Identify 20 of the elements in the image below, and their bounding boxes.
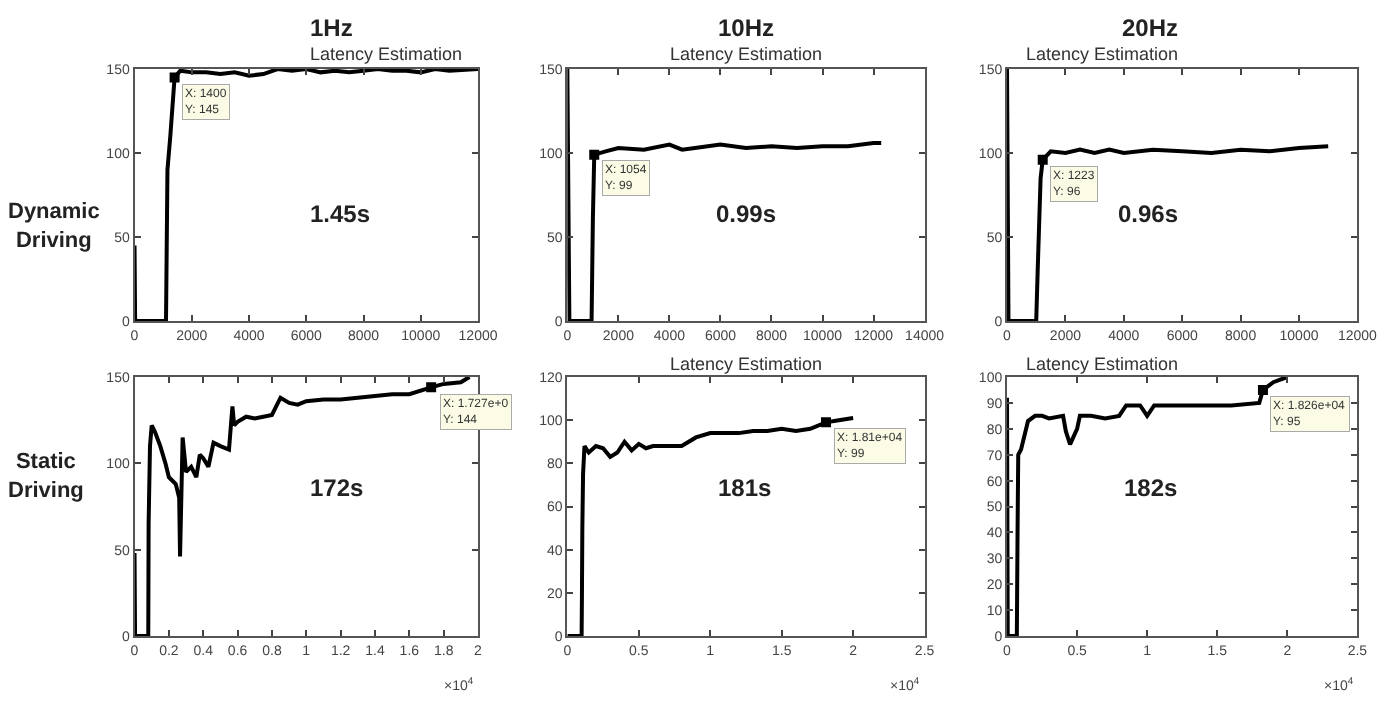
annotation: 172s: [310, 474, 365, 502]
chart-subtitle: 1Hz: [310, 14, 353, 42]
line-series: [567, 69, 884, 321]
chart-title: Latency Estimation: [310, 44, 463, 64]
chart-title: Latency Estimation: [670, 44, 823, 64]
annotation: 181s: [718, 474, 773, 502]
annotation: 0.96s: [1118, 200, 1179, 228]
chart-title: Latency Estimation: [1026, 44, 1179, 64]
annotation: 0.99s: [716, 200, 777, 228]
chart-subtitle: 20Hz: [1122, 14, 1179, 42]
y-axis-title: Static Driving: [8, 450, 84, 503]
y-axis-title: Dynamic Driving: [8, 200, 100, 253]
chart-subtitle: 10Hz: [718, 14, 775, 42]
annotation: 182s: [1124, 474, 1179, 502]
line-series: [134, 69, 479, 321]
chart-title: Latency Estimation: [1026, 354, 1179, 374]
annotation: 1.45s: [310, 200, 371, 228]
line-series: [1007, 69, 1331, 321]
line-series: [1007, 377, 1290, 636]
chart-title: Latency Estimation: [670, 354, 823, 374]
